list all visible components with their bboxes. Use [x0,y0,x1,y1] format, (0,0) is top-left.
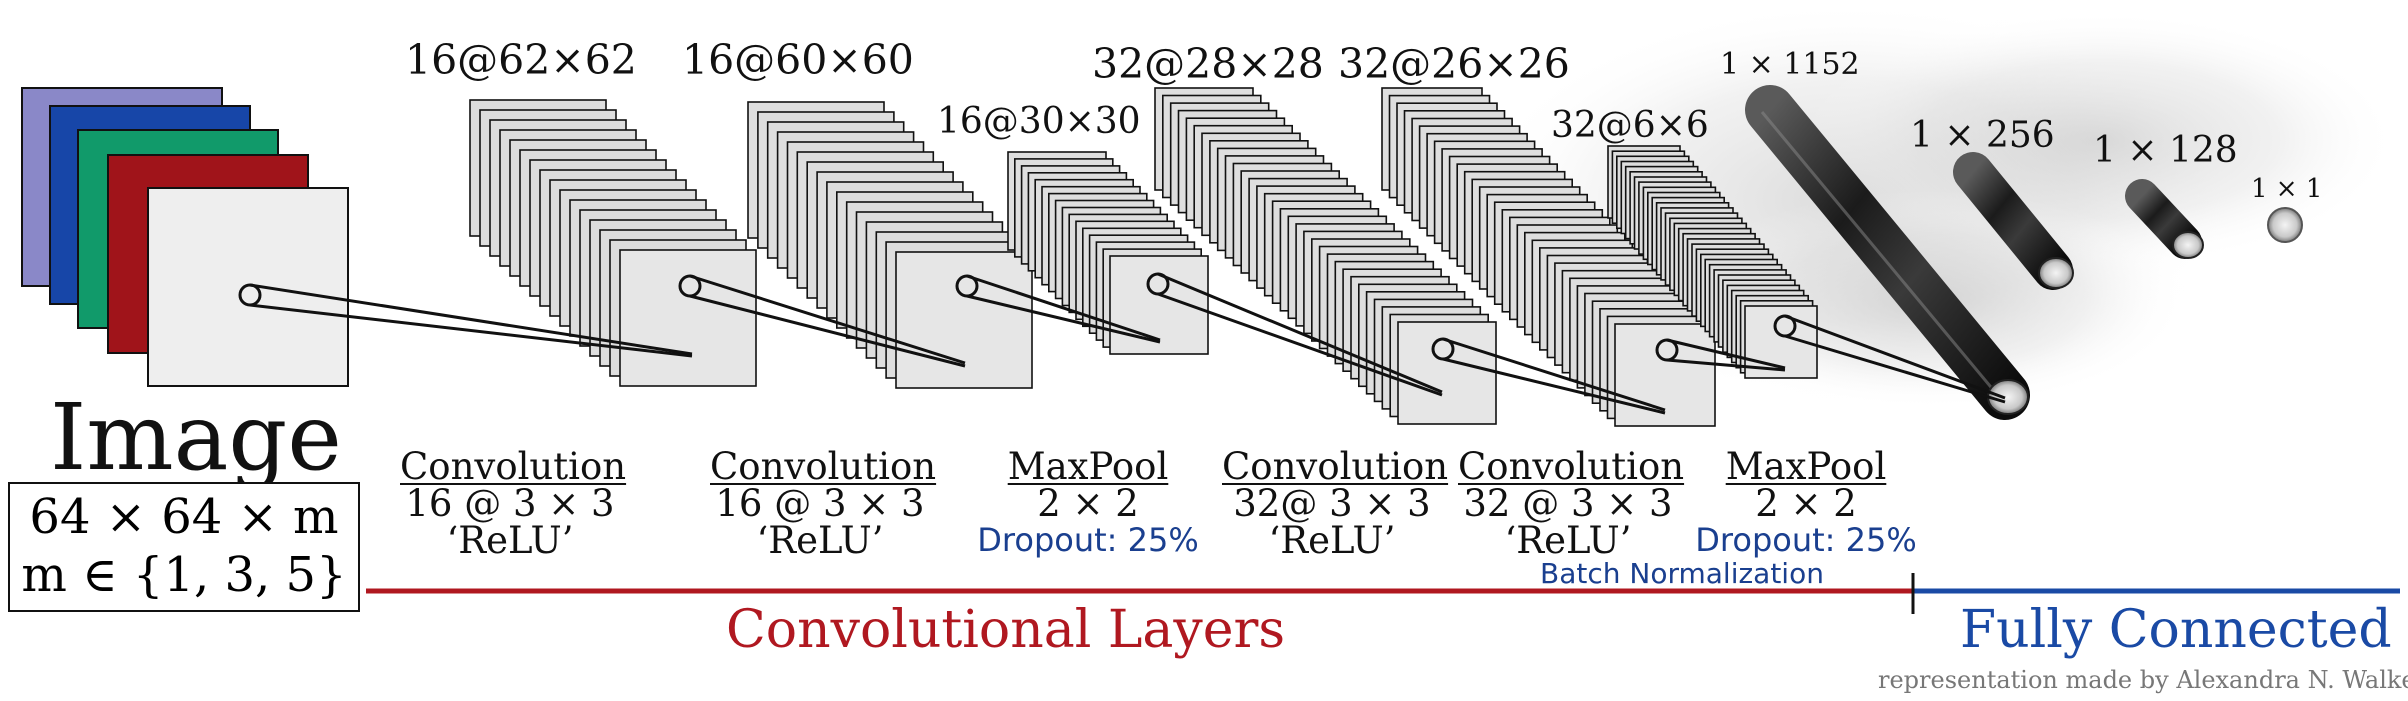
connector-conv3-conv4 [1431,337,1666,415]
channel-gray [147,187,349,387]
conv4-feature-stack [1381,87,1716,427]
conv1-feature-map [619,249,757,387]
receptive-field-connectors [238,272,2006,415]
dense-cylinder-128 [2125,179,2204,259]
pool2-feature-stack [1607,145,1818,379]
conv1-feature-stack [469,99,757,387]
feature-map-stacks [469,87,1818,427]
connector-input-conv1 [238,283,693,358]
conv2-feature-map [895,251,1033,389]
connector-conv4-pool2 [1655,338,1786,372]
dense-cylinder-256 [1953,152,2074,290]
section-divider [366,573,2400,614]
connector-pool2-dense [1773,314,2006,404]
conv3-feature-map [1397,321,1497,425]
input-image-stack [21,87,349,387]
dense-cylinder-1152 [1745,85,2030,420]
dense-layers [1745,85,2303,420]
pool1-feature-stack [1007,151,1209,355]
connector-conv1-conv2 [678,274,966,368]
conv2-feature-stack [747,101,1033,389]
conv3-feature-stack [1154,87,1497,425]
dense-cylinder-1 [2267,207,2303,243]
connector-conv2-pool1 [955,274,1161,344]
connector-pool1-conv3 [1146,272,1443,397]
